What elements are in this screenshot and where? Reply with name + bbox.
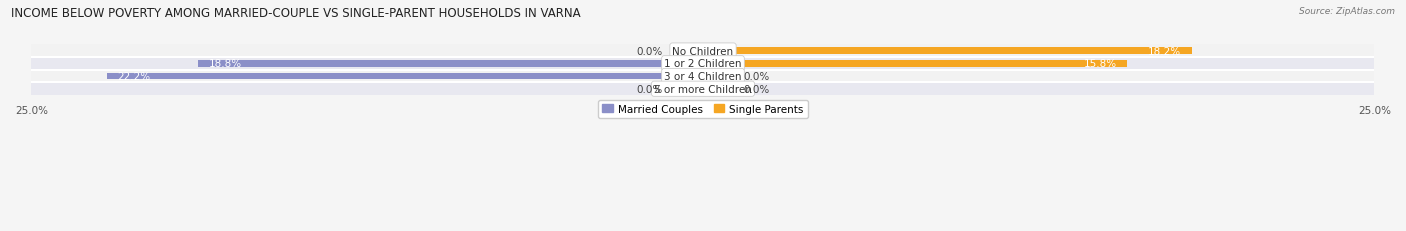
Bar bbox=[671, 86, 703, 93]
Text: 0.0%: 0.0% bbox=[637, 46, 662, 56]
Text: 22.2%: 22.2% bbox=[118, 72, 150, 82]
Bar bbox=[198, 61, 703, 67]
Text: INCOME BELOW POVERTY AMONG MARRIED-COUPLE VS SINGLE-PARENT HOUSEHOLDS IN VARNA: INCOME BELOW POVERTY AMONG MARRIED-COUPL… bbox=[11, 7, 581, 20]
Text: 18.8%: 18.8% bbox=[208, 59, 242, 69]
Text: 3 or 4 Children: 3 or 4 Children bbox=[664, 72, 742, 82]
Text: 15.8%: 15.8% bbox=[1084, 59, 1116, 69]
Bar bbox=[671, 48, 703, 55]
Bar bbox=[703, 86, 735, 93]
Text: 0.0%: 0.0% bbox=[744, 84, 769, 94]
Text: 5 or more Children: 5 or more Children bbox=[654, 84, 752, 94]
Bar bbox=[31, 45, 1375, 58]
Text: 0.0%: 0.0% bbox=[744, 72, 769, 82]
Text: 0.0%: 0.0% bbox=[637, 84, 662, 94]
Legend: Married Couples, Single Parents: Married Couples, Single Parents bbox=[599, 100, 807, 119]
Bar bbox=[31, 58, 1375, 70]
Text: Source: ZipAtlas.com: Source: ZipAtlas.com bbox=[1299, 7, 1395, 16]
Bar bbox=[31, 70, 1375, 83]
Bar bbox=[703, 48, 1192, 55]
Text: 18.2%: 18.2% bbox=[1147, 46, 1181, 56]
Bar bbox=[703, 61, 1128, 67]
Text: 1 or 2 Children: 1 or 2 Children bbox=[664, 59, 742, 69]
Bar bbox=[107, 73, 703, 80]
Bar bbox=[31, 83, 1375, 96]
Text: No Children: No Children bbox=[672, 46, 734, 56]
Bar bbox=[703, 73, 735, 80]
